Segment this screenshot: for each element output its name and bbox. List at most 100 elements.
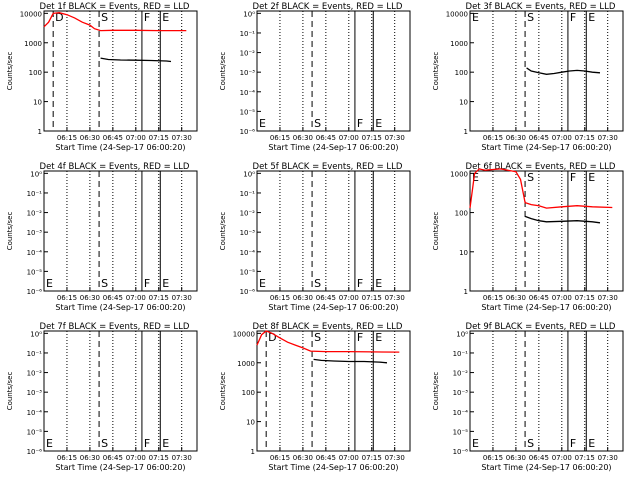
y-tick-label: 10⁻¹ bbox=[27, 350, 43, 358]
series-line bbox=[469, 168, 613, 209]
x-tick-label: 07:00 bbox=[552, 134, 572, 142]
x-tick-label: 06:15 bbox=[483, 454, 503, 462]
x-tick-label: 07:00 bbox=[339, 294, 359, 302]
panel-title: Det 6f BLACK = Events, RED = LLD bbox=[466, 162, 616, 172]
marker-label: S bbox=[314, 331, 321, 344]
y-tick-label: 10⁻⁶ bbox=[27, 448, 43, 456]
x-tick-label: 07:00 bbox=[126, 134, 146, 142]
marker-label: S bbox=[314, 117, 321, 130]
y-axis-label: Counts/sec bbox=[6, 52, 14, 91]
marker-label: E bbox=[472, 171, 479, 184]
x-tick-label: 06:15 bbox=[270, 454, 290, 462]
marker-label: D bbox=[268, 331, 276, 344]
marker-label: F bbox=[570, 11, 576, 24]
panel-title: Det 3f BLACK = Events, RED = LLD bbox=[466, 2, 616, 12]
y-tick-label: 10 bbox=[459, 249, 468, 257]
x-tick-label: 07:00 bbox=[126, 294, 146, 302]
x-tick-label: 06:45 bbox=[103, 134, 123, 142]
y-axis-label: Counts/sec bbox=[219, 372, 227, 411]
marker-label: E bbox=[162, 437, 169, 450]
x-tick-label: 07:00 bbox=[339, 454, 359, 462]
y-tick-label: 10⁻³ bbox=[27, 229, 43, 237]
y-tick-label: 10⁰ bbox=[30, 170, 42, 178]
marker-label: E bbox=[375, 331, 382, 344]
marker-label: S bbox=[101, 11, 108, 24]
marker-label: E bbox=[588, 171, 595, 184]
y-tick-label: 1 bbox=[464, 128, 468, 136]
y-tick-label: 1 bbox=[251, 448, 255, 456]
x-tick-label: 06:15 bbox=[270, 134, 290, 142]
y-axis-label: Counts/sec bbox=[219, 52, 227, 91]
series-line bbox=[526, 67, 601, 75]
x-tick-label: 07:30 bbox=[598, 134, 618, 142]
marker-label: S bbox=[527, 11, 534, 24]
marker-label: E bbox=[46, 277, 53, 290]
panel-title: Det 1f BLACK = Events, RED = LLD bbox=[40, 2, 190, 12]
x-tick-label: 06:30 bbox=[506, 294, 526, 302]
x-axis-label: Start Time (24-Sep-17 06:00:20) bbox=[481, 303, 611, 312]
panel-title: Det 7f BLACK = Events, RED = LLD bbox=[40, 322, 190, 332]
y-tick-label: 10⁻³ bbox=[27, 389, 43, 397]
y-tick-label: 10⁻³ bbox=[240, 69, 256, 77]
y-tick-label: 100 bbox=[29, 69, 42, 77]
marker-label: F bbox=[570, 437, 576, 450]
y-tick-label: 10⁻¹ bbox=[240, 30, 256, 38]
x-tick-label: 06:45 bbox=[103, 454, 123, 462]
x-tick-label: 07:30 bbox=[385, 294, 405, 302]
x-tick-label: 06:15 bbox=[483, 134, 503, 142]
x-tick-label: 06:45 bbox=[103, 294, 123, 302]
y-tick-label: 1000 bbox=[237, 360, 255, 368]
y-axis-label: Counts/sec bbox=[6, 212, 14, 251]
x-tick-label: 06:45 bbox=[316, 454, 336, 462]
x-tick-label: 07:30 bbox=[598, 294, 618, 302]
marker-label: F bbox=[144, 11, 150, 24]
x-tick-label: 06:30 bbox=[506, 454, 526, 462]
panel-title: Det 2f BLACK = Events, RED = LLD bbox=[253, 2, 403, 12]
marker-label: F bbox=[357, 331, 363, 344]
x-tick-label: 07:30 bbox=[172, 294, 192, 302]
y-tick-label: 10⁻¹ bbox=[453, 350, 469, 358]
x-tick-label: 07:30 bbox=[385, 134, 405, 142]
x-tick-label: 06:45 bbox=[529, 134, 549, 142]
x-tick-label: 06:30 bbox=[293, 134, 313, 142]
y-tick-label: 10⁻⁶ bbox=[27, 288, 43, 296]
y-tick-label: 10⁻⁵ bbox=[240, 108, 256, 116]
plot-frame bbox=[256, 330, 411, 452]
panel-title: Det 4f BLACK = Events, RED = LLD bbox=[40, 162, 190, 172]
x-tick-label: 06:30 bbox=[80, 134, 100, 142]
marker-label: E bbox=[162, 277, 169, 290]
y-axis-label: Counts/sec bbox=[6, 372, 14, 411]
y-tick-label: 10⁻³ bbox=[240, 229, 256, 237]
marker-label: S bbox=[101, 437, 108, 450]
x-tick-label: 07:00 bbox=[552, 454, 572, 462]
x-tick-label: 07:15 bbox=[149, 134, 169, 142]
marker-label: E bbox=[472, 11, 479, 24]
y-tick-label: 1000 bbox=[24, 40, 42, 48]
marker-label: F bbox=[357, 277, 363, 290]
marker-label: E bbox=[259, 277, 266, 290]
x-axis-label: Start Time (24-Sep-17 06:00:20) bbox=[55, 463, 185, 472]
y-tick-label: 10⁻⁴ bbox=[240, 249, 256, 257]
y-tick-label: 10⁻⁴ bbox=[27, 409, 43, 417]
x-axis-label: Start Time (24-Sep-17 06:00:20) bbox=[55, 303, 185, 312]
y-tick-label: 1 bbox=[464, 288, 468, 296]
y-tick-label: 10⁰ bbox=[456, 330, 468, 338]
y-tick-label: 10⁻¹ bbox=[27, 190, 43, 198]
marker-label: E bbox=[375, 277, 382, 290]
y-tick-label: 10⁻⁵ bbox=[240, 268, 256, 276]
marker-label: F bbox=[144, 437, 150, 450]
y-tick-label: 10⁻⁶ bbox=[453, 448, 469, 456]
y-tick-label: 10⁻¹ bbox=[240, 190, 256, 198]
y-tick-label: 10⁻⁵ bbox=[27, 428, 43, 436]
x-tick-label: 06:45 bbox=[529, 454, 549, 462]
x-axis-label: Start Time (24-Sep-17 06:00:20) bbox=[268, 463, 398, 472]
panel-title: Det 8f BLACK = Events, RED = LLD bbox=[253, 322, 403, 332]
x-tick-label: 07:30 bbox=[172, 454, 192, 462]
series-line bbox=[100, 57, 172, 63]
y-axis-label: Counts/sec bbox=[432, 212, 440, 251]
